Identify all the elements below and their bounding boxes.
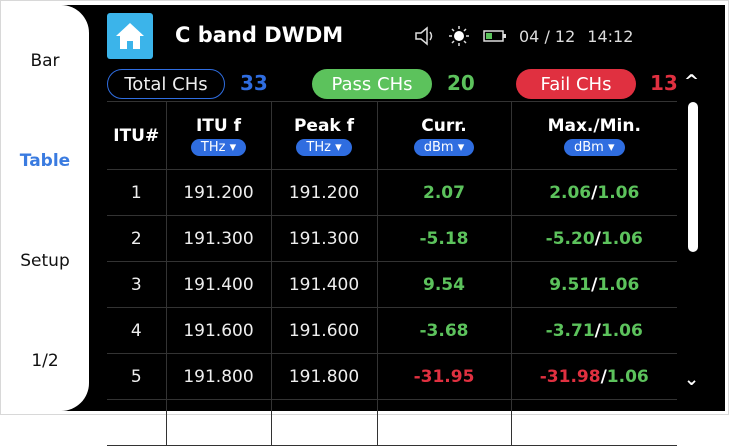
cell-curr: 2.07 xyxy=(376,169,512,216)
cell-curr: -31.95 xyxy=(376,353,512,400)
channel-table: ITU# ITU f THz ▾ Peak f THz ▾ Curr. dBm ▾ M… xyxy=(107,101,677,446)
page-title: C band DWDM xyxy=(175,23,344,47)
total-chs-count: 33 xyxy=(240,71,268,95)
max-value: -31.98 xyxy=(539,366,601,387)
sidebar-item-setup[interactable]: Setup xyxy=(20,251,70,271)
cell-itu-num: 4 xyxy=(107,307,167,354)
col-label: Peak f xyxy=(293,115,355,136)
col-label: ITU f xyxy=(195,115,242,136)
sidebar-item-page[interactable]: 1/2 xyxy=(31,351,59,371)
cell-curr: -5.18 xyxy=(376,215,512,262)
pass-chs-count: 20 xyxy=(447,71,475,95)
cell-itu-num: 2 xyxy=(107,215,167,262)
status-bar: 04 / 12 14:12 xyxy=(413,25,633,47)
cell-max-min: -31.98/1.06 xyxy=(510,353,677,400)
col-max-min: Max./Min. dBm ▾ xyxy=(510,101,677,170)
cell-itu-f: 191.800 xyxy=(165,353,272,400)
separator: / xyxy=(591,274,598,295)
separator: / xyxy=(600,366,607,387)
pass-chs-button[interactable]: Pass CHs xyxy=(312,69,432,99)
col-label: Curr. xyxy=(421,115,467,136)
min-value: 1.06 xyxy=(597,274,640,295)
cell-itu-f: 191.600 xyxy=(165,307,272,354)
min-value: 1.06 xyxy=(600,228,643,249)
unit-dropdown[interactable]: dBm ▾ xyxy=(413,138,475,156)
unit-dropdown[interactable]: THz ▾ xyxy=(296,138,352,156)
cell-itu-f: 191.400 xyxy=(165,261,272,308)
max-value: 9.51 xyxy=(549,274,592,295)
col-itu-f: ITU f THz ▾ xyxy=(165,101,272,170)
cell-max-min: 2.06/1.06 xyxy=(510,169,677,216)
max-value: -5.20 xyxy=(545,228,595,249)
table-header: ITU# ITU f THz ▾ Peak f THz ▾ Curr. dBm ▾ M… xyxy=(107,101,677,170)
home-icon xyxy=(116,23,144,49)
cell-max-min: -3.71/1.06 xyxy=(510,307,677,354)
unit-value: THz xyxy=(306,139,331,155)
sidebar-item-table[interactable]: Table xyxy=(19,151,71,171)
cell-peak-f: 191.600 xyxy=(270,307,378,354)
col-itu-num: ITU# xyxy=(107,101,167,170)
fail-chs-button[interactable]: Fail CHs xyxy=(516,69,636,99)
speaker-icon[interactable] xyxy=(413,25,435,47)
cell-peak-f: 191.800 xyxy=(270,353,378,400)
fail-chs-count: 13 xyxy=(650,71,678,95)
scroll-up-button[interactable]: ^ xyxy=(684,71,700,92)
unit-dropdown[interactable]: THz ▾ xyxy=(190,138,247,156)
col-curr: Curr. dBm ▾ xyxy=(376,101,512,170)
home-button[interactable] xyxy=(107,13,153,59)
table-row[interactable]: 1 191.200 191.200 2.07 2.06/1.06 xyxy=(107,169,677,216)
cell-peak-f: 191.300 xyxy=(270,215,378,262)
scroll-down-button[interactable]: ⌄ xyxy=(684,369,700,390)
cell-max-min: 9.51/1.06 xyxy=(510,261,677,308)
table-row[interactable]: 5 191.800 191.800 -31.95 -31.98/1.06 xyxy=(107,353,677,400)
max-value: -3.71 xyxy=(545,320,595,341)
col-peak-f: Peak f THz ▾ xyxy=(270,101,378,170)
unit-value: THz xyxy=(200,139,226,155)
sidebar-item-bar[interactable]: Bar xyxy=(30,51,60,71)
min-value: 1.06 xyxy=(600,320,643,341)
max-value: 2.06 xyxy=(549,182,592,203)
separator: / xyxy=(594,320,601,341)
brightness-icon[interactable] xyxy=(447,25,471,47)
cell-itu-f: 191.200 xyxy=(165,169,272,216)
cell-itu-f: 191.300 xyxy=(165,215,272,262)
unit-dropdown[interactable]: dBm ▾ xyxy=(563,138,625,156)
sidebar: Bar Table Setup 1/2 xyxy=(1,5,89,411)
separator: / xyxy=(591,182,598,203)
cell-peak-f: 191.400 xyxy=(270,261,378,308)
unit-value: dBm xyxy=(423,139,454,155)
table-row-empty xyxy=(107,399,677,446)
cell-curr: 9.54 xyxy=(376,261,512,308)
table-row[interactable]: 2 191.300 191.300 -5.18 -5.20/1.06 xyxy=(107,215,677,262)
scrollbar[interactable] xyxy=(688,102,698,252)
cell-peak-f: 191.200 xyxy=(270,169,378,216)
cell-curr: -3.68 xyxy=(376,307,512,354)
min-value: 1.06 xyxy=(606,366,649,387)
cell-itu-num: 5 xyxy=(107,353,167,400)
separator: / xyxy=(594,228,601,249)
time: 14:12 xyxy=(587,26,634,46)
date: 04 / 12 xyxy=(519,26,576,46)
col-label: Max./Min. xyxy=(547,115,641,136)
unit-value: dBm xyxy=(573,139,604,155)
table-row[interactable]: 3 191.400 191.400 9.54 9.51/1.06 xyxy=(107,261,677,308)
cell-itu-num: 1 xyxy=(107,169,167,216)
battery-icon xyxy=(483,30,506,42)
total-chs-label: Total CHs xyxy=(107,69,225,99)
cell-itu-num: 3 xyxy=(107,261,167,308)
cell-max-min: -5.20/1.06 xyxy=(510,215,677,262)
min-value: 1.06 xyxy=(597,182,640,203)
table-row[interactable]: 4 191.600 191.600 -3.68 -3.71/1.06 xyxy=(107,307,677,354)
